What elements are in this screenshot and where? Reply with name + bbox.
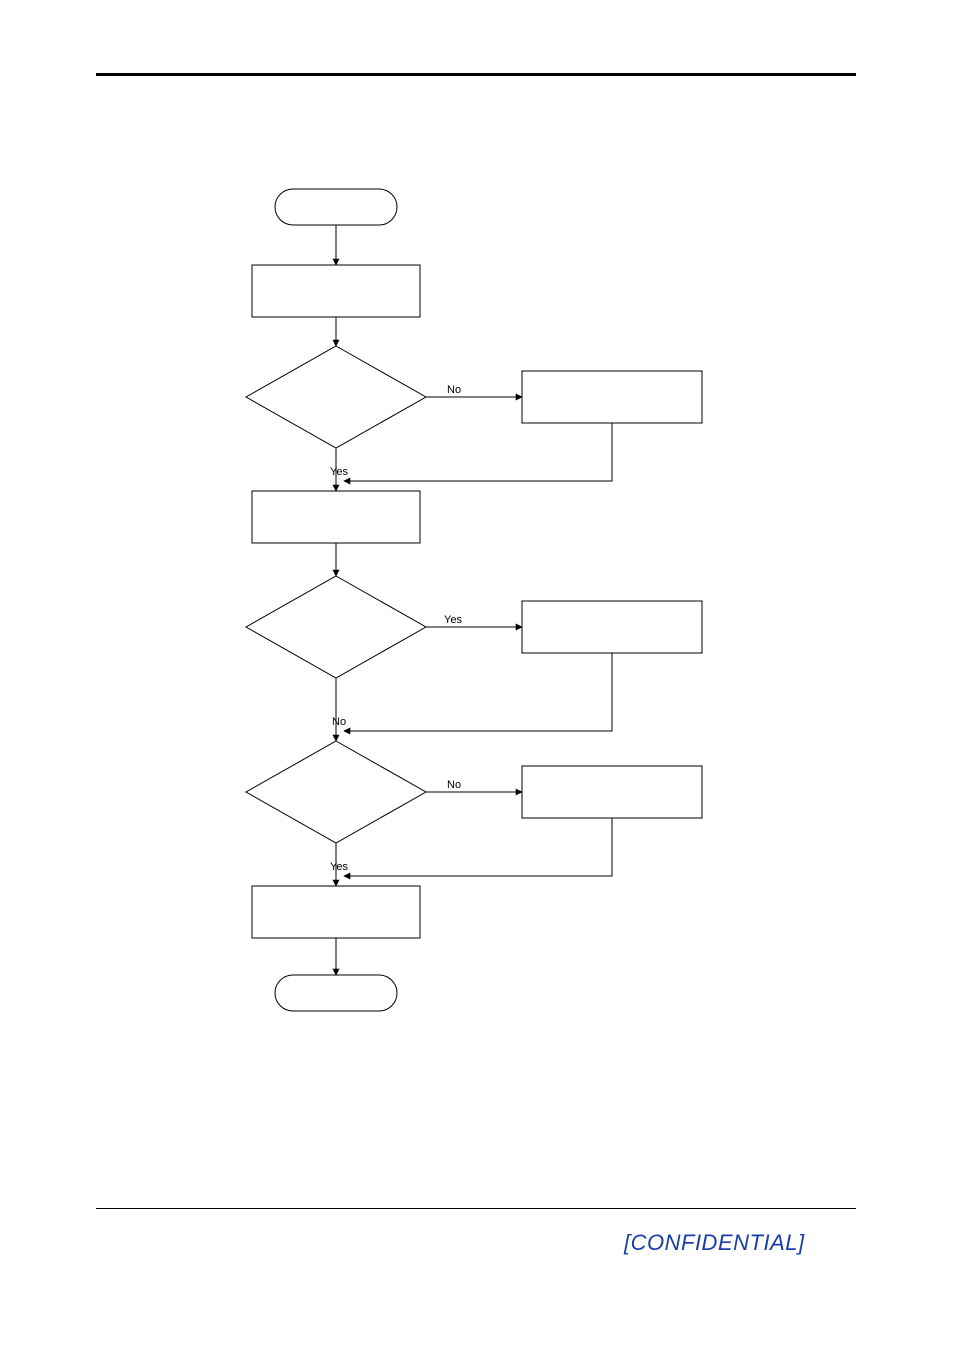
edge-label: No [332, 716, 346, 728]
node-p1 [252, 265, 420, 317]
node-r3 [522, 766, 702, 818]
edge-label: Yes [330, 861, 348, 873]
edge [344, 818, 612, 876]
page: [CONFIDENTIAL] NoYesYesNoNoYes [0, 0, 954, 1350]
node-p3 [252, 886, 420, 938]
edge-label: No [447, 384, 461, 396]
edge-label: No [447, 779, 461, 791]
edge [344, 653, 612, 731]
edge-label: Yes [330, 466, 348, 478]
node-start [275, 189, 397, 225]
edge-label: Yes [444, 614, 462, 626]
node-r2 [522, 601, 702, 653]
node-d1 [246, 346, 426, 448]
flowchart: No Yes Yes No No Yes [0, 0, 954, 1350]
node-end [275, 975, 397, 1011]
node-r1 [522, 371, 702, 423]
edge [344, 423, 612, 481]
node-d2 [246, 576, 426, 678]
node-p2 [252, 491, 420, 543]
node-d3 [246, 741, 426, 843]
